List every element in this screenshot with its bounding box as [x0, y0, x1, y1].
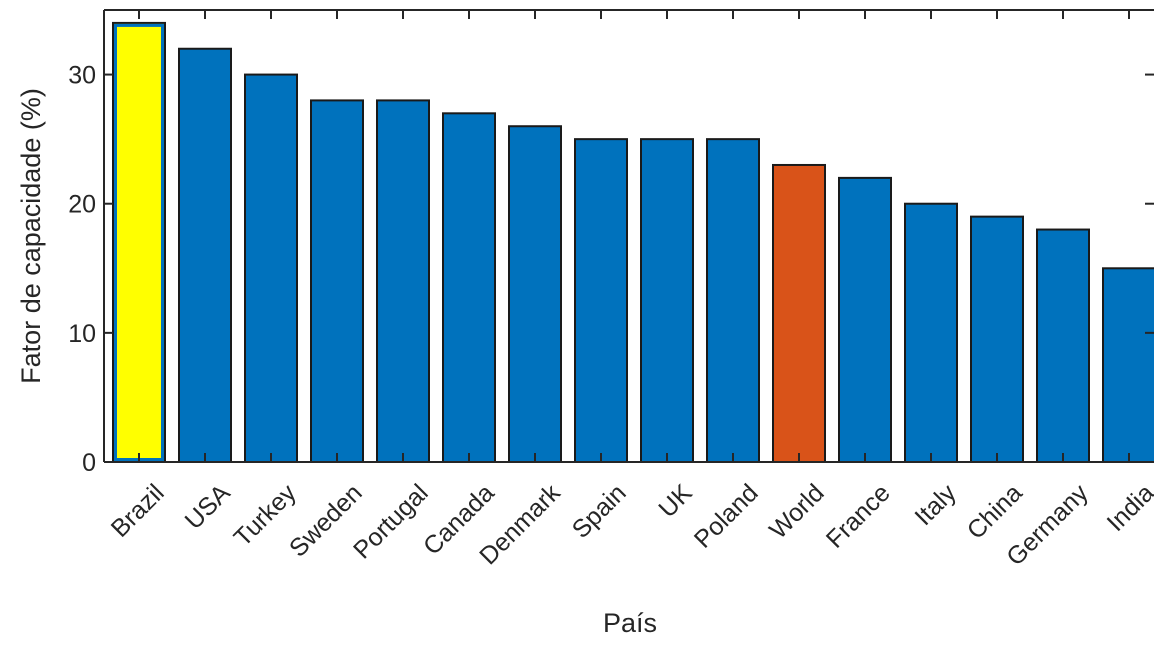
bars-layer — [112, 21, 1154, 464]
bar-brazil — [112, 21, 166, 464]
x-tick-label-usa: USA — [180, 479, 236, 535]
y-tick-label: 20 — [68, 191, 96, 219]
bar-portugal — [376, 99, 430, 464]
bar-world — [772, 163, 826, 463]
x-tick-label-brazil: Brazil — [106, 479, 170, 543]
bar-china — [970, 215, 1024, 463]
x-tick-label-india: India — [1102, 479, 1154, 537]
x-tick-label-portugal: Portugal — [348, 479, 434, 565]
axes-layer — [103, 9, 1154, 463]
bar-canada — [442, 112, 496, 463]
x-tick-label-italy: Italy — [909, 479, 962, 532]
x-axis-label: País — [603, 608, 657, 638]
bar-usa — [178, 47, 232, 463]
y-tick-label: 0 — [82, 449, 96, 477]
y-axis-label: Fator de capacidade (%) — [16, 88, 46, 384]
bar-italy — [904, 202, 958, 463]
bar-sweden — [310, 99, 364, 464]
bar-turkey — [244, 73, 298, 463]
bar-denmark — [508, 125, 562, 463]
bar-poland — [706, 138, 760, 463]
y-ticks-layer: 0 10 20 30 — [68, 62, 1154, 477]
bar-germany — [1036, 228, 1090, 463]
x-tick-label-poland: Poland — [689, 479, 764, 554]
x-tick-label-france: France — [821, 479, 896, 554]
x-tick-label-uk: UK — [653, 479, 698, 524]
x-tick-label-world: World — [764, 479, 830, 545]
x-tick-label-spain: Spain — [567, 479, 632, 544]
bar-spain — [574, 138, 628, 463]
bar-india — [1102, 267, 1154, 463]
y-tick-label: 10 — [68, 320, 96, 348]
y-tick-label: 30 — [68, 62, 96, 90]
bar-uk — [640, 138, 694, 463]
bar-france — [838, 176, 892, 463]
